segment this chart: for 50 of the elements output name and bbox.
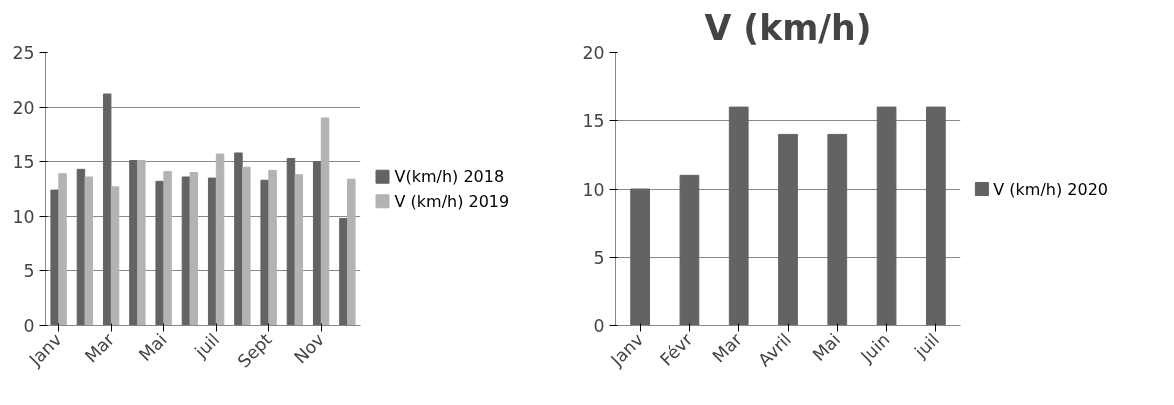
bar xyxy=(234,152,243,326)
bar xyxy=(925,106,946,326)
y-tick-label: 5 xyxy=(23,261,35,282)
x-tick-label: Mar xyxy=(708,328,747,367)
bar xyxy=(84,176,94,326)
bar xyxy=(778,133,798,326)
bar xyxy=(320,117,330,326)
y-tick-label: 0 xyxy=(593,316,605,336)
x-tick-label: Nov xyxy=(290,329,329,368)
bar xyxy=(110,186,120,326)
bar xyxy=(728,106,749,326)
bar xyxy=(268,169,277,326)
bar xyxy=(679,174,700,326)
y-tick-label: 10 xyxy=(582,179,605,200)
legend-label: V(km/h) 2018 xyxy=(394,167,505,187)
y-tick-label: 0 xyxy=(23,316,35,336)
y-tick-label: 10 xyxy=(12,206,35,227)
bar xyxy=(102,93,112,326)
y-tick-label: 15 xyxy=(12,152,35,173)
legend-label: V (km/h) 2020 xyxy=(993,179,1108,199)
bar xyxy=(347,178,356,326)
bar xyxy=(189,172,199,326)
bar xyxy=(242,166,251,326)
bar xyxy=(137,160,146,326)
bar xyxy=(129,160,138,326)
bar xyxy=(339,217,348,326)
bar xyxy=(215,153,225,326)
y-tick-label: 15 xyxy=(582,111,605,132)
x-tick-label: Mai xyxy=(135,329,171,366)
bar xyxy=(155,180,164,326)
bar xyxy=(50,189,59,326)
bar xyxy=(312,161,322,326)
x-tick-label: juil xyxy=(190,329,224,363)
x-tick-label: juil xyxy=(910,329,943,363)
y-tick-label: 20 xyxy=(582,43,605,63)
legend-label: V (km/h) 2019 xyxy=(394,191,510,211)
y-tick-label: 5 xyxy=(593,247,605,268)
bar xyxy=(827,133,848,326)
bar xyxy=(163,171,172,326)
y-tick-label: 20 xyxy=(12,97,35,118)
chart-title: V (km/h) xyxy=(704,7,872,48)
bar xyxy=(260,179,269,326)
bar xyxy=(207,177,217,326)
x-tick-label: Mai xyxy=(808,329,845,366)
bar xyxy=(294,174,304,326)
bar xyxy=(58,173,67,326)
bar xyxy=(876,106,897,326)
y-tick-label: 25 xyxy=(12,43,35,63)
x-tick-label: Mar xyxy=(80,328,119,367)
bar xyxy=(630,188,651,326)
